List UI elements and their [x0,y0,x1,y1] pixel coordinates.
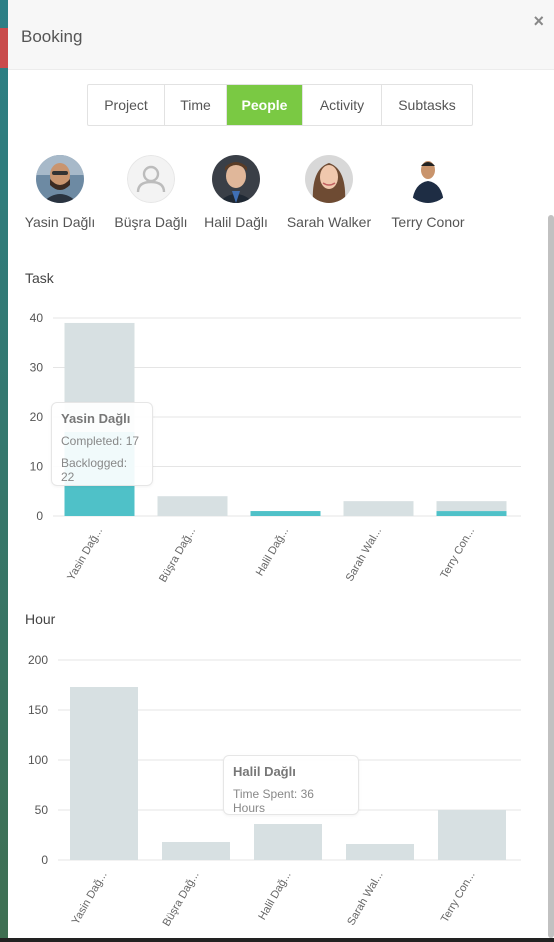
y-tick-label: 150 [28,703,48,717]
avatar [212,155,260,203]
bar-time-spent [438,810,506,860]
x-tick-label: Büşra Dağ... [157,526,198,585]
task-tooltip: Yasin Dağlı Completed: 17 Backlogged: 22 [51,402,153,486]
bar-backlogged [157,496,228,516]
person-name: Yasin Dağlı [24,214,96,230]
y-tick-label: 0 [41,853,48,867]
bar-time-spent [70,687,138,860]
person-sarah[interactable]: Sarah Walker [284,155,374,230]
tab-project[interactable]: Project [88,85,165,125]
x-tick-label: Sarah Wal... [345,870,385,928]
tooltip-time-spent: Time Spent: 36 Hours [233,787,314,815]
close-button[interactable]: × [533,11,544,31]
person-name: Büşra Dağlı [114,214,188,230]
avatar [305,155,353,203]
tab-activity[interactable]: Activity [303,85,382,125]
avatar [36,155,84,203]
background-bottom [0,938,554,942]
bar-backlogged [343,501,414,516]
person-halil[interactable]: Halil Dağlı [200,155,272,230]
hour-tooltip: Halil Dağlı Time Spent: 36 Hours [223,755,359,815]
tooltip-backlogged: Backlogged: 22 [61,456,128,484]
y-tick-label: 0 [36,509,43,523]
x-tick-label: Yasin Dağ... [65,526,105,583]
x-tick-label: Yasin Dağ... [70,870,110,927]
bar-completed [250,511,321,516]
tab-time[interactable]: Time [165,85,227,125]
x-tick-label: Sarah Wal... [344,526,384,584]
background-strip [0,0,8,942]
avatar [404,155,452,203]
y-tick-label: 20 [30,410,44,424]
scrollbar[interactable] [548,215,554,938]
bar-completed [436,511,507,516]
x-tick-label: Halil Dağ... [254,526,291,579]
person-name: Terry Conor [391,214,465,230]
bar-time-spent [254,824,322,860]
hour-chart: 0 50 100 150 200 Yasin Dağ... Büşra Dağ... Hali… [8,640,554,938]
y-tick-label: 10 [30,460,44,474]
booking-modal: Booking × Project Time People Activity S… [8,0,554,938]
person-name: Sarah Walker [286,214,372,230]
bar-time-spent [162,842,230,860]
modal-header: Booking × [8,0,554,70]
x-tick-label: Terry Con... [438,526,477,581]
person-terry[interactable]: Terry Conor [386,155,470,230]
avatar-placeholder [127,155,175,203]
y-tick-label: 100 [28,753,48,767]
person-name: Halil Dağlı [204,214,268,230]
background-accent [0,28,8,68]
tooltip-title: Halil Dağlı [233,764,296,779]
hour-chart-svg: 0 50 100 150 200 Yasin Dağ... Büşra Dağ... Hali… [28,653,521,929]
bar-backlogged [436,501,507,512]
bar-time-spent [346,844,414,860]
y-tick-label: 200 [28,653,48,667]
tab-subtasks[interactable]: Subtasks [398,97,456,113]
x-tick-label: Büşra Dağ... [161,870,202,929]
modal-title: Booking [21,27,83,46]
tooltip-title: Yasin Dağlı [61,411,131,426]
hour-section-title: Hour [25,611,56,627]
people-list: Yasin Dağlı Büşra Dağlı [8,155,554,235]
tab-people[interactable]: People [227,85,303,125]
y-tick-label: 40 [30,311,44,325]
x-tick-label: Halil Dağ... [256,870,293,923]
person-busra[interactable]: Büşra Dağlı [108,155,194,230]
task-section-title: Task [25,270,54,286]
y-tick-label: 30 [30,361,44,375]
person-yasin[interactable]: Yasin Dağlı [18,155,102,230]
tooltip-completed: Completed: 17 [61,434,140,448]
y-tick-label: 50 [35,803,49,817]
x-tick-label: Terry Con... [439,870,478,925]
tab-bar: Project Time People Activity Subtasks [87,84,473,126]
